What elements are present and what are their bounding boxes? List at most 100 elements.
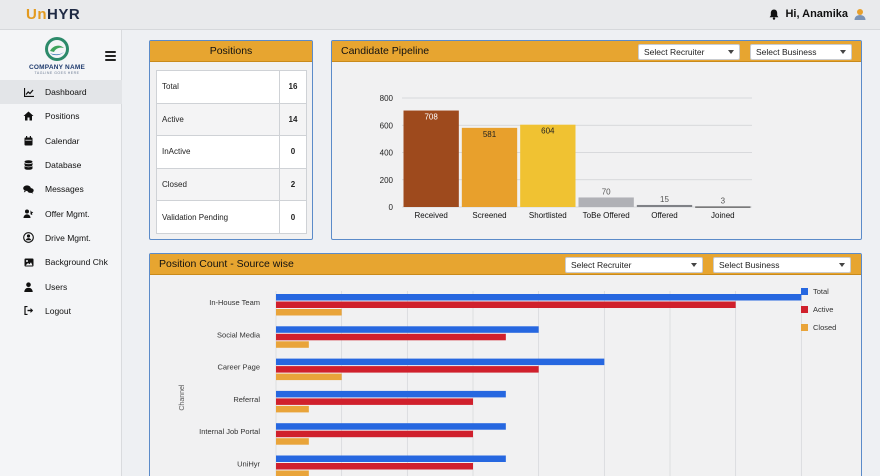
offer-icon [23,209,34,219]
source-bar [276,430,473,438]
menu-toggle-icon[interactable] [105,51,116,61]
source-bar [276,373,342,381]
user-icon [23,281,34,292]
positions-header: Positions [150,41,312,62]
home-icon [23,111,34,121]
pipeline-title: Candidate Pipeline [341,45,430,57]
data-label: 604 [541,127,555,136]
pipeline-business-select[interactable]: Select Business [750,44,852,60]
chevron-down-icon [691,263,697,267]
sidebar-item-dashboard[interactable]: Dashboard [0,80,122,105]
source-recruiter-select[interactable]: Select Recruiter [565,257,703,273]
category-label: In-House Team [209,298,260,307]
sidebar-item-messages[interactable]: Messages [0,177,122,201]
legend-label: Closed [813,323,836,332]
top-bar: UnHYR Hi, Anamika [0,0,880,30]
drive-icon [23,232,34,244]
sidebar-item-calendar[interactable]: Calendar [0,129,122,153]
chevron-down-icon [839,263,845,267]
positions-title: Positions [209,45,253,57]
pipeline-chart: 0 200 400 600 800 708 Received 581 Screened 604 Sh… [380,94,752,220]
user-avatar-icon[interactable] [854,8,866,20]
x-tick-label: Joined [711,211,735,220]
source-bar [276,326,539,333]
sidebar-item-database[interactable]: Database [0,153,122,177]
sidebar-item-positions[interactable]: Positions [0,104,122,128]
candidate-pipeline-panel: Candidate Pipeline Select Recruiter Sele… [331,40,862,240]
source-bar [276,341,309,348]
category-label: Internal Job Portal [199,427,260,436]
pipeline-bar [695,206,751,208]
source-business-select[interactable]: Select Business [713,257,851,273]
sidebar-nav: Dashboard Positions Calendar Database Me… [0,80,122,323]
y-tick-label: 400 [380,149,394,158]
source-bar [276,423,506,430]
pipeline-bar [578,197,634,207]
data-label: 15 [660,195,669,204]
source-chart: Channel In-House Team Social Media Career P… [179,287,836,476]
pipeline-bar [403,110,459,207]
sidebar-item-logout[interactable]: Logout [0,299,122,323]
greeting-text: Hi, Anamika [785,8,848,20]
x-tick-label: Received [414,211,447,220]
source-bar [276,455,506,462]
app-logo[interactable]: UnHYR [26,6,81,23]
pipeline-bar [461,127,518,207]
y-tick-label: 0 [389,203,394,212]
x-tick-label: Screened [472,211,506,220]
pipeline-bar [636,204,693,207]
bell-icon[interactable] [769,9,779,20]
pipeline-header: Candidate Pipeline Select Recruiter Sele… [332,41,861,62]
source-bar [276,358,605,366]
source-wise-panel: Position Count - Source wise Select Recr… [149,253,862,476]
pipeline-recruiter-select[interactable]: Select Recruiter [638,44,740,60]
logout-icon [23,306,34,316]
sidebar: COMPANY NAME TAGLINE GOES HERE Dashboard… [0,30,122,476]
table-row[interactable]: Total 16 [156,70,307,104]
x-tick-label: ToBe Offered [583,211,630,220]
positions-panel: Positions Total 16 Active 14 InActive 0 Clo… [149,40,313,240]
user-greeting[interactable]: Hi, Anamika [769,8,866,20]
source-title: Position Count - Source wise [159,258,294,270]
table-row[interactable]: Validation Pending 0 [156,200,307,234]
calendar-icon [23,135,34,146]
chevron-down-icon [728,50,734,54]
source-bar [276,463,473,470]
database-icon [23,160,34,170]
category-label: Referral [233,395,260,404]
source-bar [276,309,342,316]
legend-label: Total [813,287,829,296]
sidebar-item-background-chk[interactable]: Background Chk [0,250,122,274]
company-tagline: TAGLINE GOES HERE [34,71,80,75]
sidebar-item-users[interactable]: Users [0,274,122,298]
x-tick-label: Shortlisted [529,211,567,220]
source-header: Position Count - Source wise Select Recr… [150,254,861,275]
legend-swatch [801,306,808,313]
legend-swatch [801,288,808,295]
company-name: COMPANY NAME [29,64,85,71]
source-bar [276,390,506,398]
data-label: 708 [424,113,438,122]
category-label: Career Page [217,363,260,372]
sidebar-item-drive-mgmt[interactable]: Drive Mgmt. [0,226,122,250]
source-bar [276,301,736,308]
category-label: Social Media [217,330,261,339]
table-row[interactable]: InActive 0 [156,135,307,169]
positions-table: Total 16 Active 14 InActive 0 Closed 2 Valid… [156,70,307,234]
table-row[interactable]: Closed 2 [156,167,307,202]
y-tick-label: 800 [380,94,394,103]
company-logo[interactable]: COMPANY NAME TAGLINE GOES HERE [22,36,92,75]
data-label: 70 [602,187,611,196]
messages-icon [23,184,34,194]
source-bar [276,294,802,301]
sidebar-item-offer-mgmt[interactable]: Offer Mgmt. [0,201,122,225]
source-bar [276,366,539,373]
chevron-down-icon [840,50,846,54]
table-row[interactable]: Active 14 [156,102,307,137]
image-icon [23,257,34,267]
y-axis-label: Channel [179,384,186,411]
x-tick-label: Offered [651,211,678,220]
legend-swatch [801,324,808,331]
legend-label: Active [813,305,833,314]
category-label: UniHyr [237,460,260,469]
